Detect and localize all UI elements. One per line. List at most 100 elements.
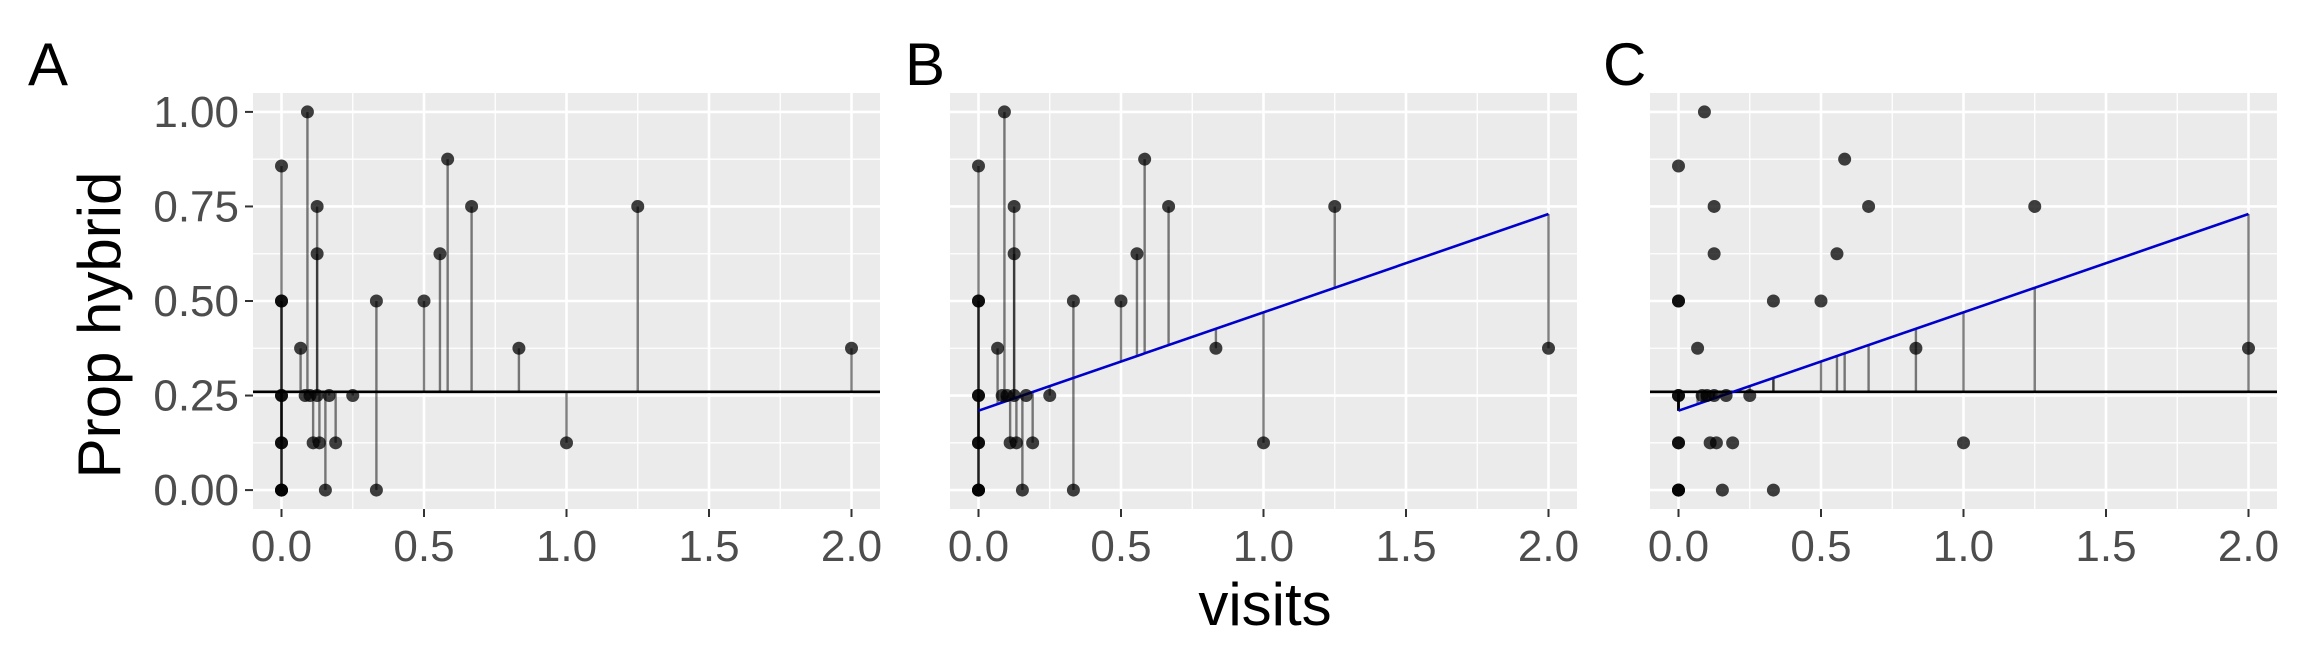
data-point xyxy=(1814,294,1828,308)
data-point xyxy=(1672,159,1685,173)
data-point xyxy=(1709,436,1723,450)
data-point xyxy=(1009,436,1023,450)
data-point xyxy=(972,159,985,173)
data-point xyxy=(310,389,324,403)
x-tick-label: 1.5 xyxy=(678,522,739,571)
data-point xyxy=(1672,436,1685,450)
data-point xyxy=(329,436,343,450)
data-point xyxy=(1691,341,1705,355)
x-tick-label: 0.0 xyxy=(251,522,312,571)
data-point xyxy=(1066,483,1080,497)
data-point xyxy=(1715,483,1729,497)
data-point xyxy=(346,389,360,403)
data-point xyxy=(1007,389,1021,403)
y-tick-label: 1.00 xyxy=(153,88,239,137)
panel-b: 0.0 0.5 1.0 1.5 2.0 B xyxy=(905,31,1579,571)
data-point xyxy=(294,341,308,355)
data-point xyxy=(1542,341,1555,355)
x-axis-title: visits xyxy=(1198,571,1331,638)
x-tick-label: 1.0 xyxy=(536,522,597,571)
data-point xyxy=(1672,389,1685,403)
data-point xyxy=(417,294,431,308)
data-point xyxy=(1726,436,1740,450)
data-point xyxy=(1707,389,1721,403)
x-tick-label: 1.0 xyxy=(1233,522,1294,571)
data-point xyxy=(1019,389,1033,403)
data-point xyxy=(1114,294,1128,308)
data-point xyxy=(631,199,645,213)
data-point xyxy=(275,389,288,403)
x-tick-label: 2.0 xyxy=(821,522,882,571)
data-point xyxy=(1162,199,1176,213)
data-point xyxy=(300,105,314,119)
data-point xyxy=(1862,199,1876,213)
data-point xyxy=(1672,483,1685,497)
data-point xyxy=(318,483,332,497)
data-point xyxy=(1707,247,1721,261)
panel-c: 0.0 0.5 1.0 1.5 2.0 C xyxy=(1603,31,2279,571)
y-tick-label: 0.25 xyxy=(153,372,239,421)
data-point xyxy=(972,436,985,450)
data-point xyxy=(1043,389,1057,403)
data-point xyxy=(1743,389,1757,403)
fit-line xyxy=(978,212,1549,412)
data-point xyxy=(1838,152,1852,166)
data-point xyxy=(845,341,858,355)
x-tick-label: 1.0 xyxy=(1933,522,1994,571)
data-point xyxy=(1209,341,1223,355)
data-point xyxy=(972,389,985,403)
x-tick-label: 0.5 xyxy=(1090,522,1151,571)
data-point xyxy=(1672,294,1685,308)
x-tick-label: 1.5 xyxy=(1375,522,1436,571)
data-point xyxy=(312,436,326,450)
data-point xyxy=(369,294,383,308)
data-point xyxy=(560,436,573,450)
data-point xyxy=(1130,247,1144,261)
data-point xyxy=(1007,199,1021,213)
y-tick-label: 0.75 xyxy=(153,182,239,231)
data-point xyxy=(310,199,324,213)
x-tick-label: 2.0 xyxy=(2218,522,2279,571)
data-point xyxy=(441,152,455,166)
data-point xyxy=(1015,483,1029,497)
data-point xyxy=(1909,341,1923,355)
data-point xyxy=(1766,294,1780,308)
data-point xyxy=(275,436,288,450)
panel-tag: A xyxy=(28,31,68,98)
data-point xyxy=(1026,436,1040,450)
panel-tag: C xyxy=(1603,31,1646,98)
data-point xyxy=(1328,199,1342,213)
data-point xyxy=(1830,247,1844,261)
data-point xyxy=(1697,105,1711,119)
x-tick-label: 0.5 xyxy=(393,522,454,571)
data-point xyxy=(2028,199,2042,213)
data-point xyxy=(1957,436,1970,450)
data-point xyxy=(972,294,985,308)
data-point xyxy=(1066,294,1080,308)
data-point xyxy=(972,483,985,497)
data-point xyxy=(997,105,1011,119)
data-point xyxy=(512,341,526,355)
x-tick-label: 2.0 xyxy=(1518,522,1579,571)
data-point xyxy=(275,294,288,308)
x-tick-label: 0.0 xyxy=(1648,522,1709,571)
x-tick-label: 1.5 xyxy=(2075,522,2136,571)
panel-tag: B xyxy=(905,31,945,98)
data-point xyxy=(1719,389,1733,403)
y-tick-label: 0.00 xyxy=(153,466,239,515)
data-point xyxy=(1766,483,1780,497)
data-point xyxy=(322,389,336,403)
data-point xyxy=(369,483,383,497)
data-point xyxy=(465,199,479,213)
panel-a: 0.0 0.5 1.0 1.5 2.0 0.00 0.25 0.50 0.75 1.00 A xyxy=(28,31,882,571)
y-tick-label: 0.50 xyxy=(153,277,239,326)
data-point xyxy=(275,159,288,173)
y-axis-title: Prop hybrid xyxy=(66,172,133,479)
data-point xyxy=(1007,247,1021,261)
data-point xyxy=(310,247,324,261)
data-point xyxy=(1257,436,1270,450)
data-point xyxy=(433,247,447,261)
data-point xyxy=(2242,341,2255,355)
